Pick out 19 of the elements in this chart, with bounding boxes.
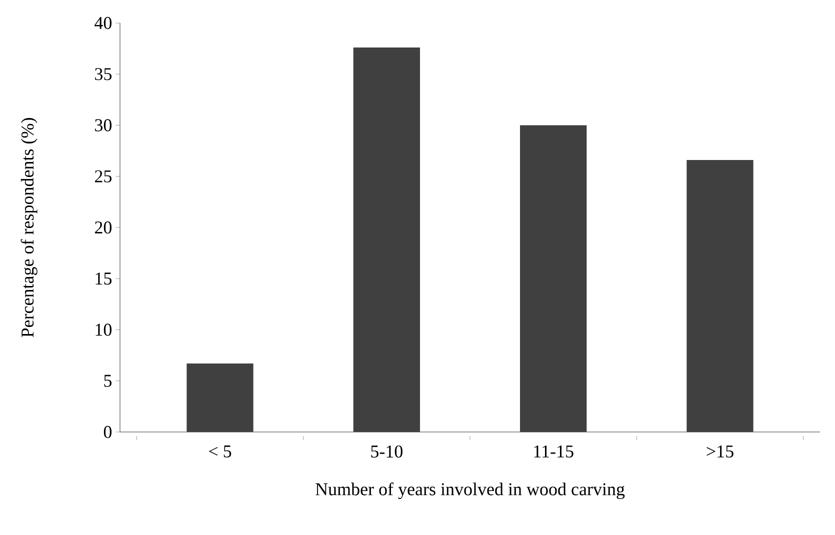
bar [353,48,420,432]
y-tick-label: 5 [104,374,112,387]
y-tick-label: 0 [104,426,112,438]
y-tick-label: 40 [94,16,112,30]
x-tick-label: < 5 [209,445,232,458]
x-tick-label: >15 [706,445,734,458]
y-tick-label: 10 [96,324,112,336]
y-axis-title: Percentage of respondents (%) [20,118,38,338]
y-tick-label: 35 [95,68,112,80]
x-tick-label: 5-10 [371,445,402,458]
bar [686,160,754,432]
x-axis-title: Number of years involved in wood carving [316,482,625,500]
x-tick-label: 11-15 [534,445,574,458]
y-tick-label: 20 [94,221,112,234]
y-tick-label: 15 [96,272,112,285]
bar [520,125,587,432]
y-tick-label: 30 [95,119,112,132]
y-tick-label: 25 [94,170,112,182]
bar [186,363,254,432]
